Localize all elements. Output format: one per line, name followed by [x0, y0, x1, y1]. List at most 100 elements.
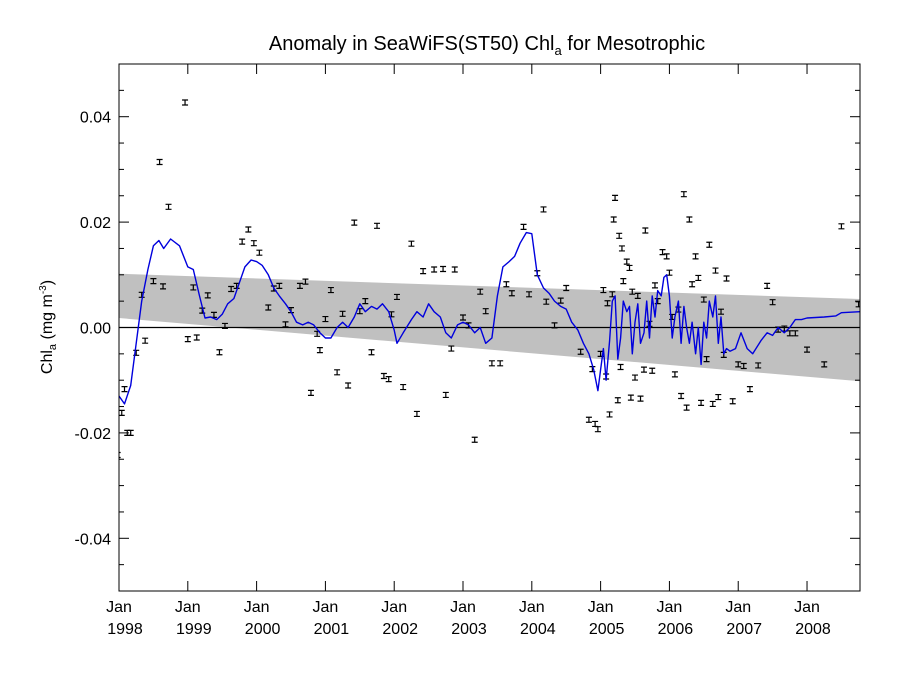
data-point-72 [540, 206, 547, 213]
data-point-120 [695, 274, 702, 282]
data-point-64 [482, 308, 489, 315]
data-point-40 [339, 310, 346, 317]
data-point-9 [156, 158, 163, 166]
x-tick-label-year: 2007 [726, 621, 762, 638]
x-tick-label-month: Jan [313, 599, 339, 616]
x-tick-label-year: 2005 [589, 621, 625, 638]
data-point-103 [642, 227, 649, 234]
data-point-92 [617, 363, 624, 371]
data-point-74 [551, 322, 558, 329]
data-point-140 [786, 330, 793, 337]
data-point-114 [678, 392, 685, 400]
x-tick-label-month: Jan [175, 599, 201, 616]
x-tick-label-month: Jan [106, 599, 132, 616]
data-point-126 [712, 267, 719, 274]
y-tick-label: 0.04 [80, 110, 111, 127]
axis-ticks [118, 63, 860, 592]
data-point-62 [471, 436, 478, 443]
x-tick-label-month: Jan [381, 599, 407, 616]
data-point-2 [121, 386, 128, 393]
y-tick-label: -0.02 [75, 426, 112, 443]
data-point-65 [488, 360, 495, 367]
data-point-41 [345, 382, 352, 389]
x-tick-label-year: 2001 [314, 621, 350, 638]
data-point-48 [385, 376, 392, 383]
data-point-1 [119, 409, 125, 416]
data-point-124 [706, 241, 713, 248]
data-point-67 [503, 281, 510, 288]
data-point-20 [221, 322, 228, 330]
x-tick-label-year: 2000 [245, 621, 281, 638]
data-point-24 [245, 226, 252, 233]
data-point-59 [451, 266, 458, 273]
y-tick-label: -0.04 [75, 531, 112, 548]
data-point-97 [627, 394, 634, 401]
data-point-91 [616, 232, 623, 239]
data-point-73 [543, 298, 550, 305]
data-point-105 [649, 367, 656, 374]
data-point-106 [651, 282, 658, 289]
data-point-88 [610, 216, 617, 223]
data-point-56 [440, 265, 447, 273]
x-tick-label-month: Jan [519, 599, 545, 616]
data-point-47 [380, 372, 387, 380]
y-tick-label: 0.02 [80, 215, 111, 232]
data-point-45 [368, 349, 375, 356]
x-tick-label-year: 2004 [520, 621, 556, 638]
smoothed-series-line [119, 231, 860, 405]
x-tick-label-year: 2008 [795, 621, 831, 638]
data-point-81 [594, 426, 601, 433]
data-point-53 [413, 410, 420, 418]
x-tick-label-month: Jan [657, 599, 683, 616]
data-point-96 [626, 264, 633, 272]
data-point-17 [204, 292, 211, 299]
x-tick-label-year: 2002 [382, 621, 418, 638]
data-point-4 [127, 429, 134, 436]
data-point-39 [334, 369, 341, 376]
data-point-51 [400, 383, 407, 391]
x-tick-label-year: 2003 [451, 621, 487, 638]
data-point-119 [692, 253, 699, 260]
data-point-102 [640, 366, 647, 373]
data-point-27 [265, 304, 272, 311]
data-point-60 [460, 314, 467, 321]
data-point-127 [715, 393, 722, 401]
data-point-112 [671, 371, 678, 378]
data-point-7 [142, 337, 149, 344]
data-point-134 [746, 386, 753, 393]
data-point-44 [362, 298, 369, 305]
data-point-108 [659, 249, 666, 256]
data-point-93 [618, 245, 625, 252]
data-point-80 [592, 420, 599, 428]
data-point-78 [585, 416, 592, 423]
data-point-69 [520, 223, 527, 230]
data-point-34 [307, 389, 314, 396]
data-point-135 [755, 362, 762, 369]
data-point-42 [351, 219, 358, 226]
data-point-98 [629, 288, 636, 295]
data-point-30 [282, 321, 289, 328]
chart-title-text: Anomaly in SeaWiFS(ST50) Chla for Mesotr… [269, 33, 705, 58]
data-point-128 [718, 308, 725, 315]
chart-title: Anomaly in SeaWiFS(ST50) Chla for Mesotr… [269, 33, 705, 58]
data-point-66 [497, 360, 504, 367]
data-point-25 [250, 240, 257, 247]
data-point-23 [239, 238, 246, 245]
data-point-46 [374, 222, 381, 229]
data-point-52 [408, 240, 415, 247]
data-point-94 [620, 278, 627, 285]
data-point-130 [723, 275, 730, 282]
data-point-13 [184, 335, 191, 343]
data-point-109 [663, 253, 670, 260]
data-point-63 [477, 288, 484, 295]
data-point-121 [698, 399, 705, 406]
x-tick-label-year: 2006 [658, 621, 694, 638]
data-point-143 [821, 361, 828, 368]
y-tick-label: 0.00 [80, 321, 111, 338]
data-point-36 [316, 347, 323, 354]
data-point-101 [637, 395, 644, 402]
data-point-133 [740, 362, 747, 370]
data-point-38 [327, 286, 334, 294]
data-point-90 [614, 397, 621, 404]
data-point-86 [606, 411, 613, 418]
